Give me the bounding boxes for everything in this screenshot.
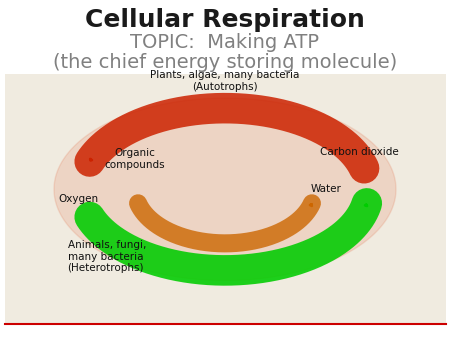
Text: Animals, fungi,
many bacteria
(Heterotrophs): Animals, fungi, many bacteria (Heterotro… <box>68 240 146 273</box>
Text: Water: Water <box>310 184 342 194</box>
Text: Cellular Respiration: Cellular Respiration <box>85 8 365 32</box>
FancyBboxPatch shape <box>4 74 446 324</box>
Text: TOPIC:  Making ATP: TOPIC: Making ATP <box>130 33 320 52</box>
Text: Plants, algae, many bacteria
(Autotrophs): Plants, algae, many bacteria (Autotrophs… <box>150 70 300 92</box>
Text: (the chief energy storing molecule): (the chief energy storing molecule) <box>53 53 397 72</box>
Polygon shape <box>54 98 396 281</box>
Text: Organic
compounds: Organic compounds <box>105 148 165 170</box>
Text: Carbon dioxide: Carbon dioxide <box>320 147 398 157</box>
Text: Oxygen: Oxygen <box>58 194 99 204</box>
